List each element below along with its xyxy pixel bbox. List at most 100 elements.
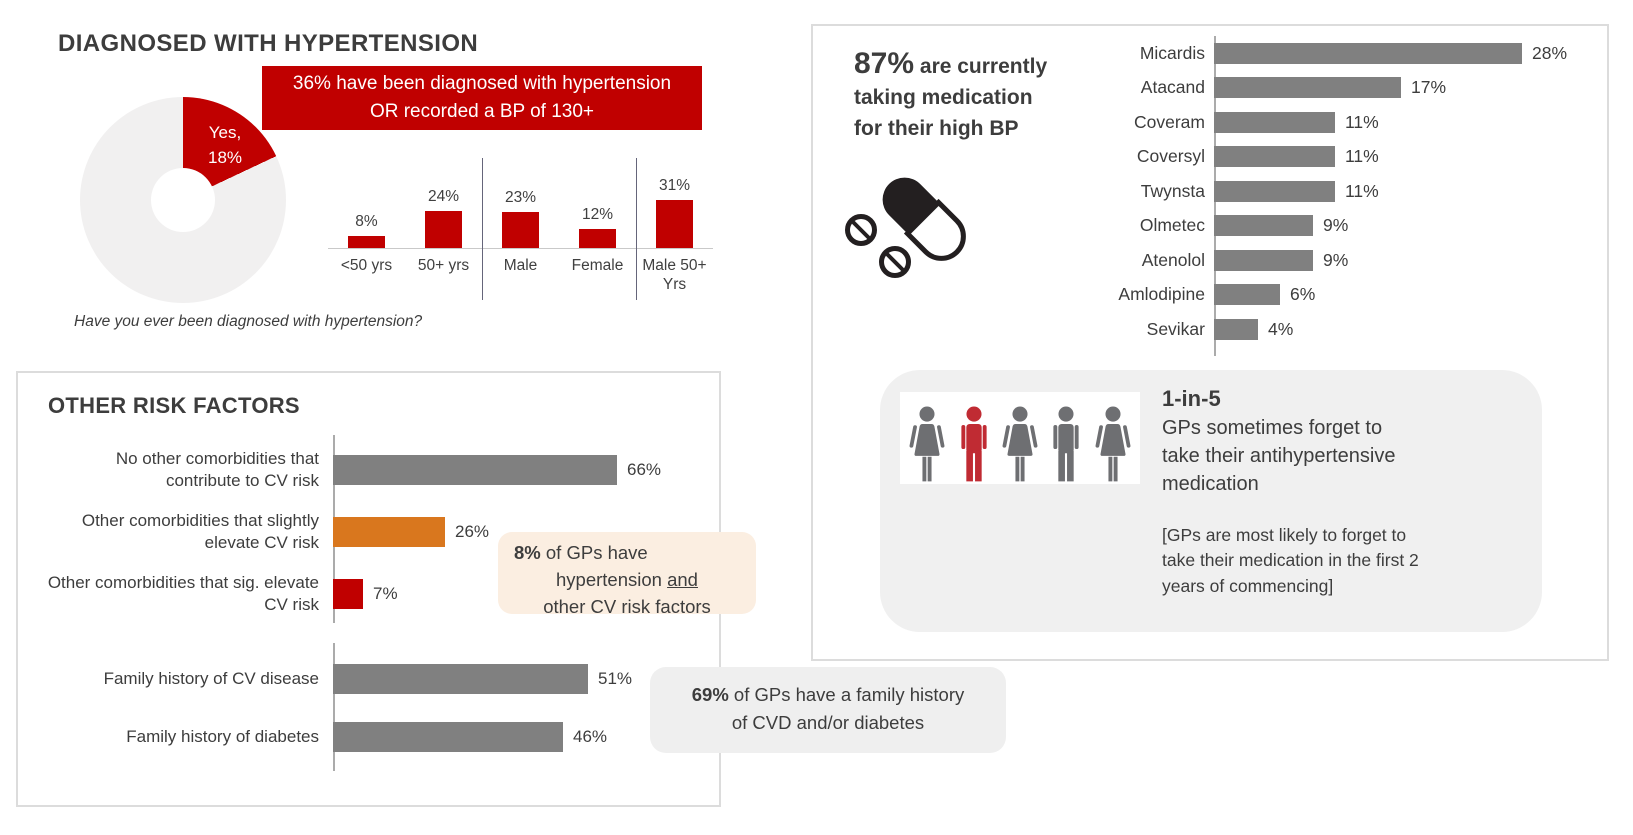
bar-value: 17% — [1411, 77, 1447, 98]
chart-group-divider — [636, 158, 637, 300]
callout-stat: 69% — [691, 684, 729, 705]
medications-bar-chart: Micardis 28% Atacand 17% Coveram 11% Coversyl 1… — [993, 36, 1567, 347]
adherence-callout: 1-in-5 GPs sometimes forget to take thei… — [880, 370, 1542, 632]
bar-row: No other comorbidities that contribute t… — [38, 439, 661, 501]
medication-headline: 87% are currently taking medication for … — [854, 47, 1048, 140]
diagnosis-by-group-chart: 8% 24% 23% 12% 31% <50 yrs 50+ yrs Male Female M… — [328, 158, 713, 300]
chart-group-divider — [482, 158, 483, 300]
risk-factors-panel: OTHER RISK FACTORS No other comorbiditie… — [16, 371, 721, 807]
bar-value: 66% — [627, 460, 662, 479]
bar-category-label: Male 50+ Yrs — [642, 257, 707, 294]
bar-row: Atenolol 9% — [993, 243, 1567, 278]
bar-row: Atacand 17% — [993, 71, 1567, 106]
bar-category-label: Twynsta — [1140, 180, 1205, 201]
family-history-bar-chart: Family history of CV disease 51% Family hi… — [38, 650, 632, 766]
bar-value: 24% — [427, 188, 460, 205]
hypertension-donut-chart: Yes, 18% — [80, 97, 286, 303]
bar-category-label: Family history of CV disease — [103, 668, 319, 688]
male-person-icon — [955, 406, 993, 484]
bar — [333, 664, 588, 694]
bar-row: Twynsta 11% — [993, 174, 1567, 209]
bar-value: 12% — [581, 206, 614, 223]
bar-column: 8% — [328, 213, 405, 248]
family-history-callout: 69% of GPs have a family history of CVD … — [650, 667, 1006, 753]
bar-category-label: Coveram — [1134, 111, 1205, 132]
female-person-icon — [1094, 406, 1132, 484]
bar-value: 11% — [1345, 180, 1379, 201]
bar-value: 4% — [1268, 318, 1294, 339]
chart-category-labels: <50 yrs 50+ yrs Male Female Male 50+ Yrs — [328, 249, 713, 295]
bar-category-label: Other comorbidities that slightly elevat… — [81, 510, 319, 552]
chart-bars-area: 8% 24% 23% 12% 31% — [328, 158, 713, 248]
medication-panel: 87% are currently taking medication for … — [811, 24, 1609, 661]
comorbidity-bar-chart: No other comorbidities that contribute t… — [38, 439, 661, 625]
bar — [1214, 249, 1313, 271]
headline-stat: 87% — [854, 47, 915, 80]
hypertension-banner: 36% have been diagnosed with hypertensio… — [262, 66, 702, 130]
bar-row: Other comorbidities that slightly elevat… — [38, 501, 661, 563]
bar-category-label: <50 yrs — [340, 257, 393, 274]
bar-value: 28% — [1532, 42, 1568, 63]
bar — [425, 211, 462, 248]
bar-value: 9% — [1323, 215, 1349, 236]
bar-category-label: Male — [503, 257, 538, 274]
bar-category-label: Other comorbidities that sig. elevate CV… — [47, 572, 319, 614]
bar-category-label: Olmetec — [1139, 215, 1205, 236]
people-panel — [900, 392, 1140, 484]
bar-category-label: Sevikar — [1146, 318, 1205, 339]
bar-row: Sevikar 4% — [993, 312, 1567, 347]
bar-value: 23% — [504, 189, 537, 206]
bar-row: Micardis 28% — [993, 36, 1567, 71]
bar — [656, 200, 693, 248]
female-person-icon — [1001, 406, 1039, 484]
donut-slice-label: Yes, 18% — [207, 123, 243, 167]
bar-column: 23% — [482, 189, 559, 248]
bar-category-label: Atenolol — [1141, 249, 1205, 270]
bar-row: Olmetec 9% — [993, 209, 1567, 244]
bar-value: 9% — [1323, 249, 1349, 270]
bar-category-label: Micardis — [1139, 42, 1205, 63]
bar — [333, 579, 363, 609]
bar — [1214, 180, 1335, 202]
bar-value: 46% — [573, 727, 608, 746]
bar-row: Coversyl 11% — [993, 140, 1567, 175]
bar-value: 8% — [355, 213, 378, 230]
bar — [1214, 111, 1335, 133]
bar — [348, 236, 385, 248]
bar-category-label: 50+ yrs — [417, 257, 470, 274]
bar-category-label: Coversyl — [1136, 146, 1205, 167]
bar-column: 31% — [636, 177, 713, 248]
bar — [1214, 215, 1313, 237]
adherence-stat: 1-in-5 — [1162, 386, 1221, 411]
bar-value: 11% — [1345, 111, 1379, 132]
bar-row: Coveram 11% — [993, 105, 1567, 140]
chart-baseline — [328, 248, 713, 249]
bar-value: 51% — [598, 669, 633, 688]
bar — [1214, 284, 1280, 306]
bar-value: 6% — [1290, 284, 1316, 305]
bar-row: Family history of CV disease 51% — [38, 650, 632, 708]
bar-value: 7% — [373, 584, 398, 603]
bar-row: Amlodipine 6% — [993, 278, 1567, 313]
female-person-icon — [908, 406, 946, 484]
bar-value: 26% — [455, 522, 490, 541]
hypertension-title: DIAGNOSED WITH HYPERTENSION — [58, 30, 479, 57]
bar — [333, 517, 445, 547]
bar — [1214, 318, 1258, 340]
pill-capsule-icon — [845, 177, 966, 278]
male-person-icon — [1047, 406, 1085, 484]
bar — [1214, 77, 1401, 99]
bar-column: 24% — [405, 188, 482, 248]
bar — [579, 229, 616, 248]
callout-stat: 8% — [514, 542, 541, 563]
bar-row: Other comorbidities that sig. elevate CV… — [38, 563, 661, 625]
bar-category-label: No other comorbidities that contribute t… — [115, 448, 319, 490]
bar-value: 11% — [1345, 146, 1379, 167]
adherence-text: 1-in-5 GPs sometimes forget to take thei… — [1162, 386, 1438, 599]
bar — [333, 455, 617, 485]
bar — [1214, 146, 1335, 168]
bar-row: Family history of diabetes 46% — [38, 708, 632, 766]
hypertension-risk-callout: 8% of GPs have hypertension and other CV… — [498, 532, 756, 617]
bar — [1214, 42, 1522, 64]
